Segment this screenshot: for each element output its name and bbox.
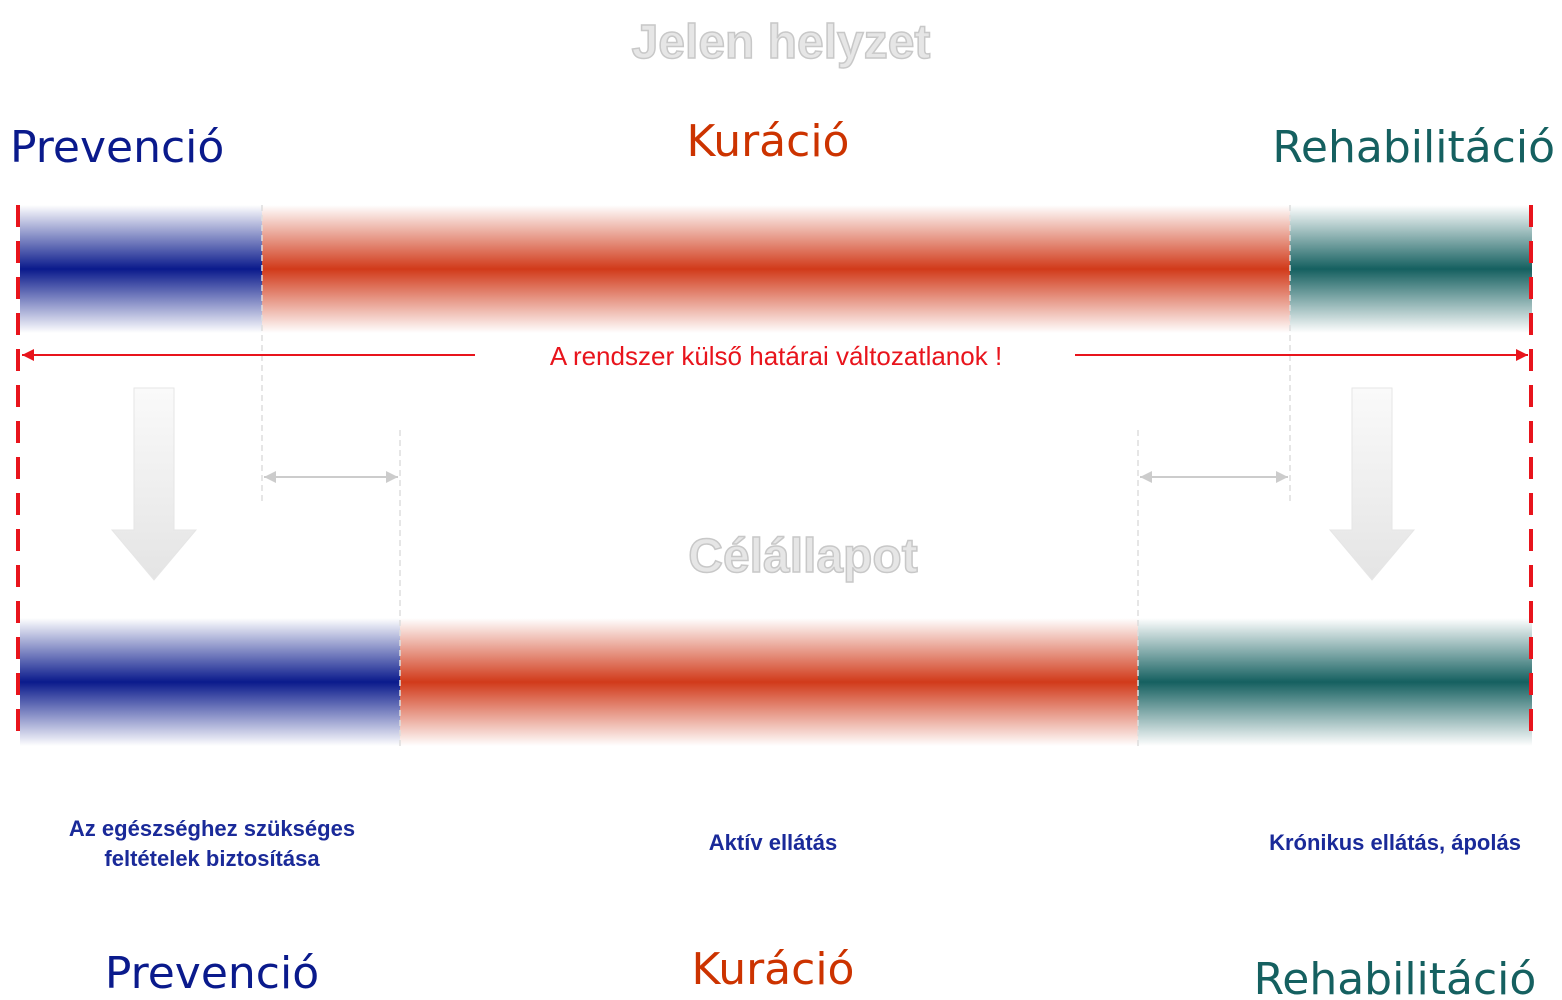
description: Aktív ellátás bbox=[709, 830, 837, 855]
bottom-label: Rehabilitáció bbox=[1254, 954, 1537, 1000]
boundary-note: A rendszer külső határai változatlanok ! bbox=[550, 341, 1002, 371]
bar-segment bbox=[1290, 205, 1532, 333]
down-arrow bbox=[110, 387, 198, 581]
boundary bbox=[16, 205, 1533, 738]
bar-segment bbox=[400, 618, 1138, 746]
title: Jelen helyzet bbox=[632, 16, 931, 69]
bar-segment bbox=[20, 205, 262, 333]
top-label: Kuráció bbox=[687, 116, 850, 167]
description: Krónikus ellátás, ápolás bbox=[1269, 830, 1521, 855]
bar-segment bbox=[1138, 618, 1532, 746]
bottom-label: Kuráció bbox=[692, 944, 855, 995]
bottom-label: Prevenció bbox=[105, 948, 319, 999]
top-label: Rehabilitáció bbox=[1272, 122, 1555, 173]
description: Az egészséghez szükséges bbox=[69, 816, 355, 841]
subtitle: Célállapot bbox=[688, 530, 917, 583]
top-label: Prevenció bbox=[10, 122, 224, 173]
bar-segment bbox=[20, 618, 400, 746]
down-arrow bbox=[1328, 387, 1416, 581]
description: feltételek biztosítása bbox=[104, 846, 320, 871]
bar-segment bbox=[262, 205, 1290, 333]
